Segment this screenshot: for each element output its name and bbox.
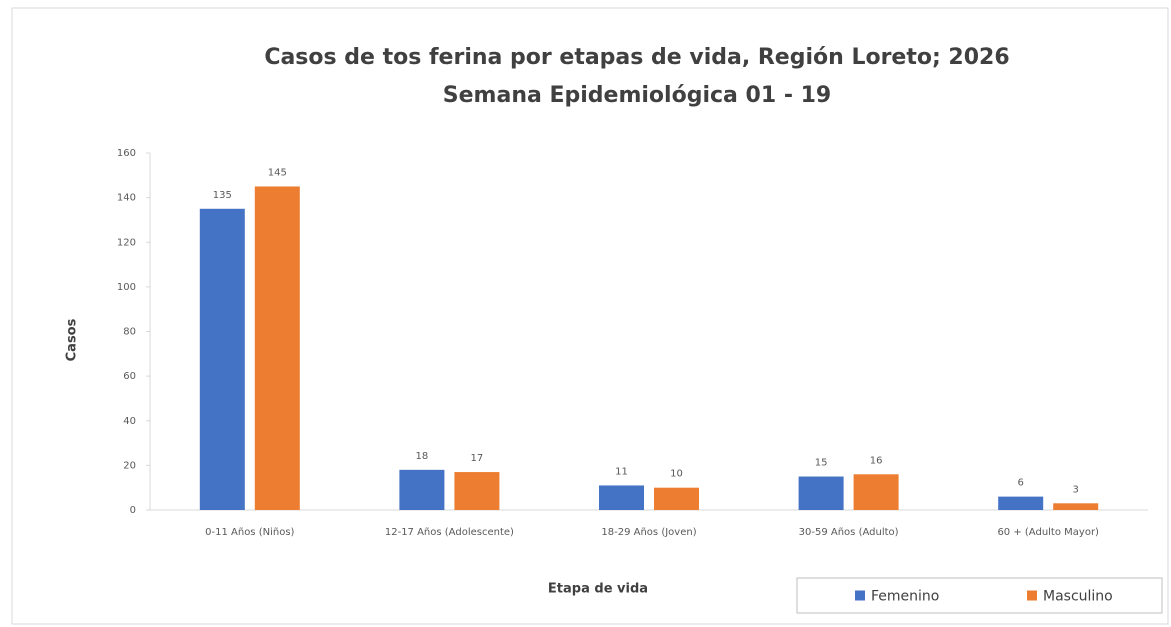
x-tick-label: 18-29 Años (Joven) <box>601 527 696 538</box>
y-tick-label: 140 <box>117 193 136 204</box>
y-tick-label: 160 <box>117 148 136 159</box>
value-label: 17 <box>471 453 484 464</box>
legend-label: Masculino <box>1043 589 1113 605</box>
legend-label: Femenino <box>871 589 939 605</box>
legend-swatch <box>1027 590 1037 601</box>
y-tick-label: 80 <box>123 327 136 338</box>
bar <box>254 186 300 510</box>
legend-swatch <box>855 590 865 601</box>
bar <box>654 487 699 510</box>
value-label: 10 <box>670 469 683 480</box>
y-tick-label: 0 <box>130 505 136 516</box>
bar <box>199 208 245 510</box>
bar <box>798 476 844 510</box>
bar <box>1053 503 1099 510</box>
chart-title: Casos de tos ferina por etapas de vida, … <box>264 45 1009 70</box>
y-tick-label: 20 <box>123 460 136 471</box>
y-tick-label: 60 <box>123 371 136 382</box>
x-tick-label: 30-59 Años (Adulto) <box>799 527 899 538</box>
y-tick-label: 120 <box>117 237 136 248</box>
x-tick-label: 0-11 Años (Niños) <box>205 527 294 538</box>
chart-subtitle: Semana Epidemiológica 01 - 19 <box>443 83 831 108</box>
value-label: 145 <box>268 167 287 178</box>
y-tick-label: 40 <box>123 416 136 427</box>
bar <box>399 469 445 510</box>
value-label: 15 <box>815 458 828 469</box>
x-tick-label: 12-17 Años (Adolescente) <box>385 527 514 538</box>
value-label: 18 <box>416 451 429 462</box>
y-tick-label: 100 <box>117 282 136 293</box>
bar <box>454 472 500 510</box>
value-label: 11 <box>615 466 628 477</box>
value-label: 16 <box>870 455 883 466</box>
y-axis-title: Casos <box>65 318 80 361</box>
value-label: 135 <box>213 190 232 201</box>
value-label: 6 <box>1018 478 1024 489</box>
bar <box>599 485 644 510</box>
x-axis-title: Etapa de vida <box>548 582 648 597</box>
x-tick-label: 60 + (Adulto Mayor) <box>997 527 1099 538</box>
bar <box>853 474 899 510</box>
value-label: 3 <box>1073 484 1079 495</box>
bar <box>998 496 1044 510</box>
